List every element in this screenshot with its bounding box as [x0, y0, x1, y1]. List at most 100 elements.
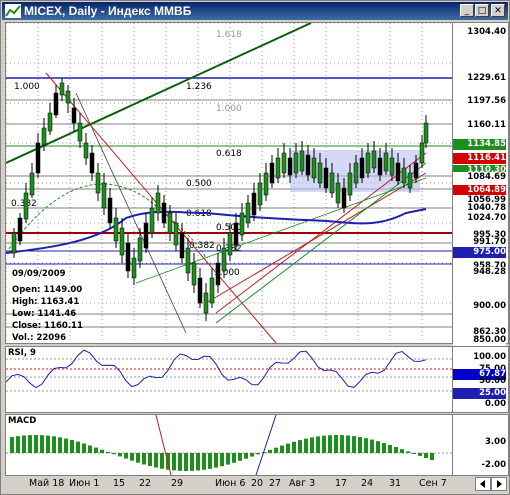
- macd-bar: [412, 453, 416, 454]
- macd-bar: [58, 437, 62, 453]
- minimize-button[interactable]: _: [460, 4, 474, 17]
- time-axis: Май 18 Июн 1 15 22 29 Июн 6 20 27 Авг 3 17 24 31 Сен…: [5, 475, 451, 493]
- candle-body: [227, 232, 233, 256]
- time-axis-label: 22: [139, 478, 152, 489]
- candle-body: [191, 262, 197, 286]
- fib-label: 0.382: [189, 241, 215, 251]
- time-axis-label: 15: [113, 478, 126, 489]
- macd-canvas: [6, 415, 452, 475]
- title-bar[interactable]: MICEX, Daily - Индекс ММВБ _ □ ✕: [2, 2, 508, 20]
- macd-bar: [244, 453, 248, 459]
- time-axis-label: 29: [171, 478, 184, 489]
- info-open: Open: 1149.00: [12, 285, 83, 295]
- macd-bar: [178, 453, 182, 471]
- time-axis-label: Май 18: [29, 478, 65, 489]
- macd-bar: [64, 438, 68, 453]
- macd-bar: [292, 441, 296, 453]
- candle-body: [423, 122, 429, 144]
- trendline-gray: [75, 92, 187, 334]
- price-axis-label: 850.00: [453, 335, 506, 346]
- info-date: 09/09/2009: [12, 269, 66, 279]
- price-axis-label: 1024.70: [453, 213, 506, 224]
- price-axis-label: 1040.78: [453, 203, 506, 214]
- macd-bar: [214, 453, 218, 468]
- trendline-green-thin: [135, 177, 427, 284]
- macd-bar: [46, 435, 50, 453]
- candle-body: [95, 172, 101, 194]
- candle-body: [143, 222, 149, 249]
- macd-bar: [370, 439, 374, 453]
- macd-bar: [208, 453, 212, 469]
- candle-body: [215, 262, 221, 286]
- candle-body: [59, 82, 65, 96]
- macd-bar: [346, 435, 350, 453]
- candle-body: [221, 247, 227, 272]
- candle-body: [203, 292, 209, 314]
- candle-body: [263, 172, 269, 196]
- price-axis-label: 948.28: [453, 267, 506, 278]
- fib-label: 0.500: [216, 223, 242, 233]
- macd-bar: [364, 438, 368, 453]
- maximize-button[interactable]: □: [475, 4, 489, 17]
- chart-app-icon: [5, 4, 21, 18]
- price-axis-label: 958.70: [453, 261, 506, 272]
- macd-bar: [82, 443, 86, 453]
- arrow-right-icon: [497, 480, 502, 488]
- price-axis-label: 991.70: [453, 237, 506, 248]
- scroll-left-button[interactable]: [475, 477, 491, 491]
- macd-bar: [286, 443, 290, 453]
- macd-axis[interactable]: 3.00 -2.00: [452, 414, 509, 476]
- macd-bar: [322, 435, 326, 453]
- macd-bar: [196, 453, 200, 471]
- candle-body: [17, 217, 23, 242]
- candle-body: [377, 157, 383, 176]
- candle-body: [239, 212, 245, 236]
- candle-body: [161, 202, 167, 224]
- macd-bar: [202, 453, 206, 470]
- fib-label: 0.500: [186, 179, 212, 189]
- macd-bar: [172, 453, 176, 471]
- rsi-axis-label: 100.00: [473, 352, 506, 362]
- candle-body: [407, 172, 413, 189]
- macd-bar: [232, 453, 236, 463]
- candle-body: [23, 192, 29, 220]
- macd-bar: [52, 436, 56, 453]
- price-axis-label: 995.30: [453, 230, 506, 241]
- candle-body: [401, 167, 407, 184]
- rsi-axis-label: 50.00: [479, 376, 506, 386]
- candle-body: [149, 207, 155, 234]
- info-volume: Vol.: 22096: [12, 333, 67, 343]
- macd-bar: [220, 453, 224, 467]
- scroll-right-button[interactable]: [491, 477, 507, 491]
- macd-bar: [406, 451, 410, 453]
- price-axis[interactable]: 1304.40 1229.61 1197.56 1160.11 1134.85 1116.…: [452, 22, 509, 346]
- macd-bar: [70, 439, 74, 453]
- macd-bar: [100, 449, 104, 453]
- info-close: Close: 1160.11: [12, 321, 83, 331]
- trendline-red: [45, 72, 277, 343]
- candle-body: [65, 90, 71, 104]
- fib-label: 1.000: [214, 268, 240, 278]
- macd-bar: [388, 444, 392, 453]
- rsi-axis-label: 67.87: [453, 369, 506, 380]
- macd-bar: [334, 435, 338, 453]
- time-axis-label: 17: [335, 478, 348, 489]
- macd-bar: [400, 449, 404, 453]
- macd-axis-label: 3.00: [485, 437, 506, 447]
- macd-bar: [418, 453, 422, 456]
- macd-bar: [76, 441, 80, 453]
- moving-average: [6, 208, 427, 254]
- macd-bar: [268, 449, 272, 453]
- price-chart[interactable]: 1.6181.0001.2361.0000.6180.5000.3820.618…: [5, 22, 453, 344]
- candle-body: [281, 152, 287, 174]
- macd-line: [255, 415, 277, 475]
- macd-bar: [16, 436, 20, 453]
- rsi-chart[interactable]: RSI, 9: [5, 346, 453, 413]
- macd-bar: [106, 451, 110, 453]
- candle-body: [167, 212, 173, 234]
- close-button[interactable]: ✕: [491, 4, 505, 17]
- macd-bar: [28, 435, 32, 453]
- macd-bar: [160, 453, 164, 469]
- macd-chart[interactable]: MACD: [5, 414, 453, 476]
